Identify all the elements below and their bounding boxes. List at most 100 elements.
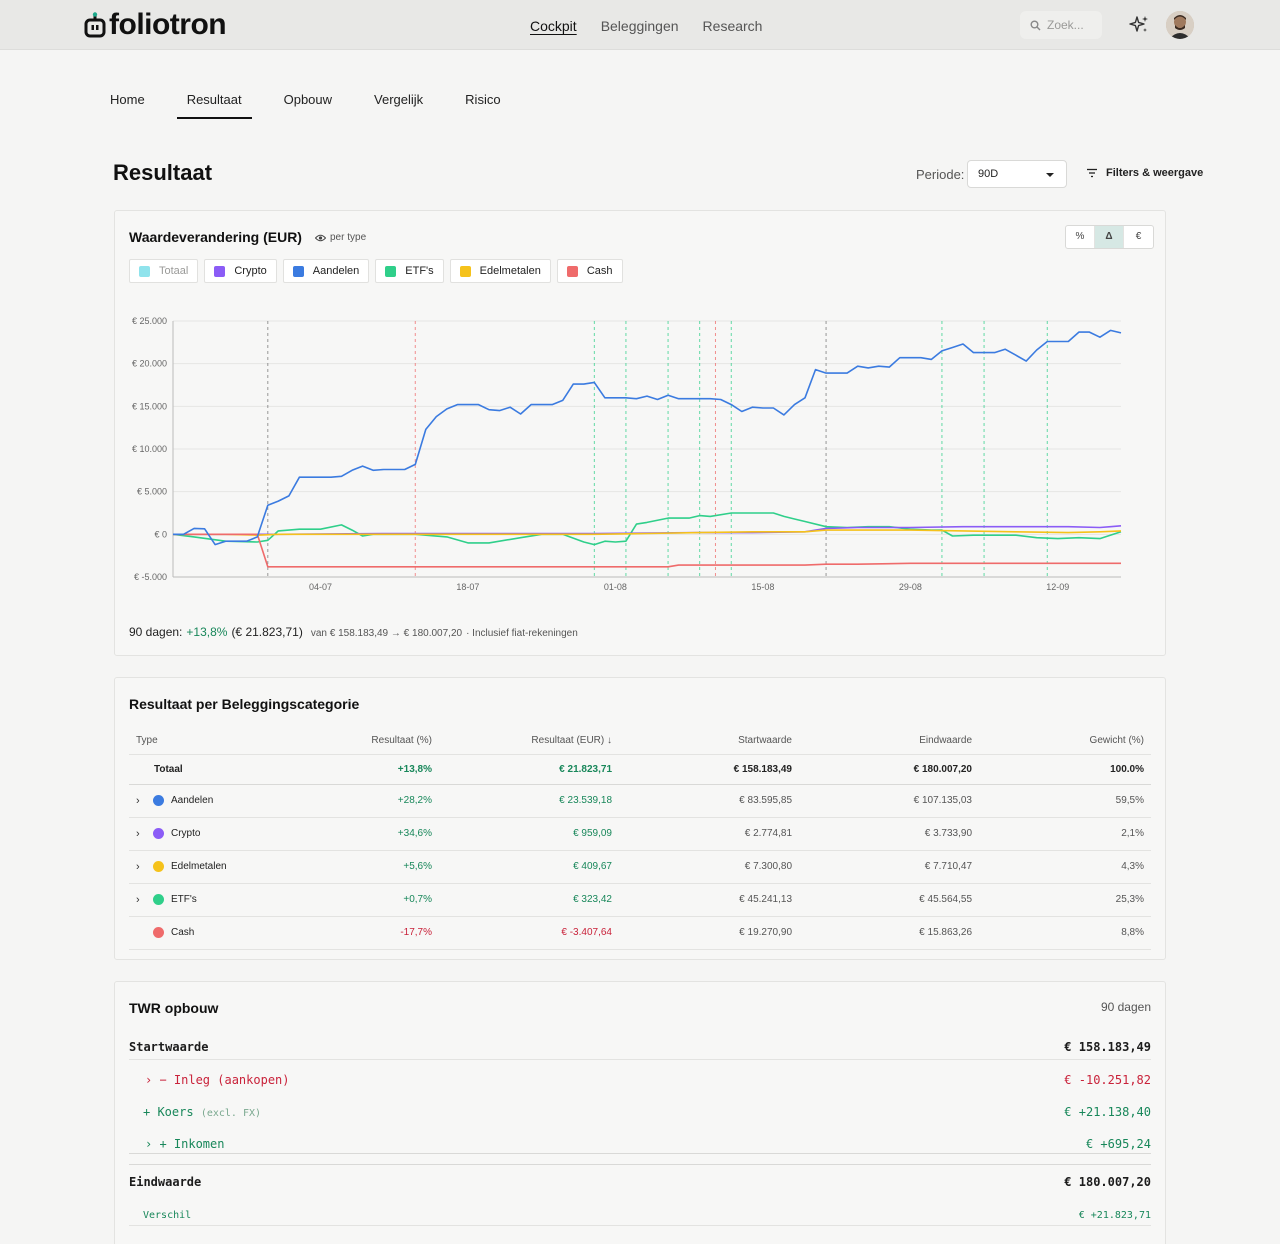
table-row[interactable]: › ETF's +0,7% € 323,42 € 45.241,13 € 45.564,5…	[129, 883, 1151, 917]
cell-pct: +34,6%	[279, 817, 439, 851]
twr-koers-value: € +21.138,40	[1064, 1105, 1151, 1119]
twr-days: 90 dagen	[1100, 1000, 1151, 1014]
col-end[interactable]: Eindwaarde	[799, 728, 979, 755]
twr-koers: + Koers (excl. FX)	[129, 1105, 261, 1119]
chart-legend: Totaal Crypto Aandelen ETF's Edelmetalen…	[129, 259, 623, 283]
cell-pct: -17,7%	[279, 916, 439, 950]
twr-card: TWR opbouw 90 dagen Startwaarde € 158.18…	[114, 981, 1166, 1244]
cell-type: › Aandelen	[129, 784, 279, 818]
chevron-right-icon[interactable]: ›	[136, 893, 140, 906]
page-title: Resultaat	[113, 160, 213, 185]
chevron-right-icon[interactable]: ›	[136, 794, 140, 807]
table-row[interactable]: › Edelmetalen +5,6% € 409,67 € 7.300,80 € 7.7…	[129, 850, 1151, 884]
x-tick-label: 29-08	[899, 582, 922, 592]
table-total-row: Totaal +13,8% € 21.823,71 € 158.183,49 €…	[129, 754, 1151, 785]
x-tick-label: 01-08	[604, 582, 627, 592]
legend-edelmetalen[interactable]: Edelmetalen	[449, 259, 551, 283]
logo[interactable]: foliotron	[84, 8, 227, 42]
category-dot	[153, 861, 164, 872]
category-name: Crypto	[171, 828, 201, 839]
legend-crypto[interactable]: Crypto	[204, 259, 277, 283]
legend-cash[interactable]: Cash	[556, 259, 623, 283]
toggle-percent[interactable]: %	[1066, 226, 1095, 248]
cell-type: › ETF's	[129, 883, 279, 917]
category-table: Type Resultaat (%) Resultaat (EUR) ↓ Sta…	[129, 728, 1151, 950]
summary-eur: (€ 21.823,71)	[231, 625, 303, 639]
line-chart[interactable]: € 25.000 € 20.000 € 15.000 € 10.000 € 5.000 €…	[115, 301, 1167, 601]
category-name: Cash	[171, 927, 195, 938]
legend-label: Crypto	[234, 265, 267, 277]
cell-end: € 3.733,90	[799, 817, 979, 851]
tab-resultaat[interactable]: Resultaat	[176, 84, 252, 119]
total-pct: +13,8%	[279, 754, 439, 785]
tab-opbouw[interactable]: Opbouw	[283, 92, 333, 107]
legend-swatch	[459, 265, 471, 277]
periode-select[interactable]: 90D	[967, 160, 1067, 188]
total-end: € 180.007,20	[799, 754, 979, 785]
periode-label: Periode:	[916, 167, 965, 182]
summary-note: · Inclusief fiat-rekeningen	[466, 628, 578, 639]
col-type[interactable]: Type	[129, 728, 279, 755]
y-tick-label: € 25.000	[132, 316, 167, 326]
cell-eur: € 323,42	[439, 883, 619, 917]
x-tick-label: 12-09	[1046, 582, 1069, 592]
col-pct[interactable]: Resultaat (%)	[279, 728, 439, 755]
category-dot	[153, 828, 164, 839]
toggle-euro[interactable]: €	[1135, 231, 1142, 242]
legend-swatch	[385, 265, 397, 277]
legend-etfs[interactable]: ETF's	[375, 259, 444, 283]
nav-cockpit[interactable]: Cockpit	[530, 18, 577, 34]
legend-swatch	[566, 265, 578, 277]
chevron-right-icon[interactable]: ›	[136, 827, 140, 840]
twr-start-label: Startwaarde	[129, 1039, 209, 1054]
table-row: Cash -17,7% € -3.407,64 € 19.270,90 € 15.863…	[129, 916, 1151, 950]
legend-aandelen[interactable]: Aandelen	[282, 259, 370, 283]
chart-card: Waardeverandering (EUR) per type % Δ € T…	[114, 210, 1166, 656]
cell-type: Cash	[129, 916, 279, 950]
category-name: ETF's	[171, 894, 197, 905]
sparkle-icon[interactable]	[1128, 14, 1150, 36]
col-start[interactable]: Startwaarde	[619, 728, 799, 755]
avatar[interactable]	[1166, 11, 1194, 39]
twr-divider	[129, 1164, 1151, 1165]
x-tick-label: 15-08	[751, 582, 774, 592]
twr-inleg-label: › − Inleg (aankopen)	[145, 1073, 290, 1087]
summary-label: 90 dagen:	[129, 625, 183, 639]
tab-vergelijk[interactable]: Vergelijk	[374, 92, 424, 107]
main-nav: Cockpit Beleggingen Research	[530, 17, 762, 35]
chart-title: Waardeverandering (EUR)	[129, 229, 302, 245]
total-eur: € 21.823,71	[439, 754, 619, 785]
chevron-right-icon[interactable]: ›	[136, 860, 140, 873]
cell-weight: 2,1%	[979, 817, 1151, 851]
nav-research[interactable]: Research	[702, 18, 763, 34]
cell-start: € 45.241,13	[619, 883, 799, 917]
filter-icon	[1087, 168, 1097, 178]
cell-end: € 15.863,26	[799, 916, 979, 950]
cell-weight: 59,5%	[979, 784, 1151, 818]
y-tick-label: € -5.000	[134, 572, 167, 582]
y-tick-label: € 5.000	[137, 487, 167, 497]
category-card: Resultaat per Beleggingscategorie Type R…	[114, 677, 1166, 960]
legend-totaal[interactable]: Totaal	[129, 259, 199, 283]
toggle-delta[interactable]: Δ	[1095, 226, 1124, 248]
series-line-edelmetalen	[173, 529, 1122, 536]
tab-home[interactable]: Home	[110, 92, 145, 107]
nav-beleggingen[interactable]: Beleggingen	[600, 18, 679, 34]
twr-inleg-row[interactable]: › − Inleg (aankopen) € -10.251,82	[129, 1070, 1151, 1090]
col-eur[interactable]: Resultaat (EUR) ↓	[439, 728, 619, 755]
cell-eur: € 409,67	[439, 850, 619, 884]
filters-button[interactable]: Filters & weergave	[1086, 167, 1203, 179]
col-weight[interactable]: Gewicht (%)	[979, 728, 1151, 755]
search-input[interactable]: Zoek...	[1020, 11, 1102, 39]
twr-koers-label: + Koers	[143, 1105, 194, 1119]
table-row[interactable]: › Crypto +34,6% € 959,09 € 2.774,81 € 3.733,9…	[129, 817, 1151, 851]
table-row[interactable]: › Aandelen +28,2% € 23.539,18 € 83.595,85 € 1…	[129, 784, 1151, 818]
category-name: Edelmetalen	[171, 861, 227, 872]
twr-inkomen-row[interactable]: › + Inkomen € +695,24	[129, 1134, 1151, 1154]
twr-inkomen-value: € +695,24	[1085, 1136, 1151, 1151]
per-type-toggle[interactable]: per type	[315, 232, 366, 243]
search-placeholder: Zoek...	[1047, 18, 1084, 32]
top-bar: foliotron Cockpit Beleggingen Research Z…	[0, 0, 1280, 50]
legend-label: ETF's	[405, 265, 434, 277]
tab-risico[interactable]: Risico	[465, 92, 501, 107]
